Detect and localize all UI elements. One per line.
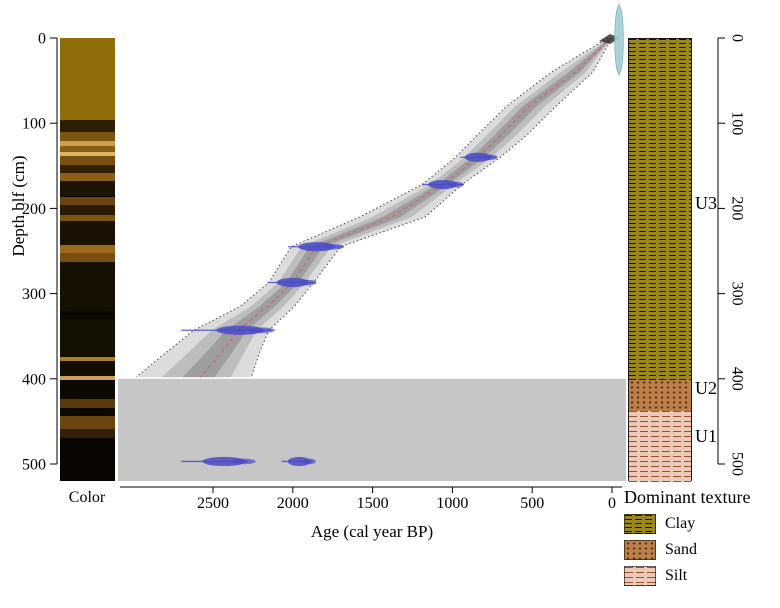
model-median-line bbox=[199, 37, 612, 378]
lithology-unit-u1 bbox=[629, 411, 691, 482]
age-tick-label: 2000 bbox=[277, 495, 309, 512]
core-color-band bbox=[60, 38, 115, 120]
calibrated-dates bbox=[181, 152, 498, 467]
depth-tick-label: 500 bbox=[22, 457, 46, 474]
calibrated-date-violin bbox=[181, 325, 275, 335]
depth-tick-label: 300 bbox=[729, 282, 746, 306]
depth-tick-label: 500 bbox=[729, 452, 746, 476]
age-tick-label: 500 bbox=[520, 495, 544, 512]
depth-tick-label: 100 bbox=[22, 116, 46, 133]
age-tick-label: 2500 bbox=[197, 495, 229, 512]
calibrated-date-violin bbox=[181, 456, 256, 467]
depth-tick-label: 0 bbox=[38, 31, 46, 48]
excluded-zone bbox=[118, 378, 626, 482]
unit-label-u1: U1 bbox=[695, 425, 717, 446]
legend-item-clay: Clay bbox=[624, 513, 780, 534]
core-color-band bbox=[60, 262, 115, 311]
depth-tick-label: 100 bbox=[729, 111, 746, 135]
legend-title: Dominant texture bbox=[624, 487, 751, 507]
core-color-band bbox=[60, 399, 115, 408]
core-color-band bbox=[60, 215, 115, 222]
lithology-unit-u3 bbox=[629, 39, 691, 380]
calibrated-date-violin bbox=[288, 242, 344, 252]
depth-tick-label: 300 bbox=[22, 286, 46, 303]
core-color-band bbox=[60, 164, 115, 173]
core-color-band bbox=[60, 205, 115, 216]
core-color-band bbox=[60, 380, 115, 400]
age-tick-label: 1500 bbox=[357, 495, 389, 512]
legend-label: Sand bbox=[665, 540, 697, 558]
core-color-band bbox=[60, 181, 115, 197]
depth-tick-label: 400 bbox=[22, 371, 46, 388]
core-color-band bbox=[60, 376, 115, 381]
depth-tick-label: 200 bbox=[729, 196, 746, 220]
model-envelope bbox=[136, 37, 613, 378]
core-color-band bbox=[60, 416, 115, 430]
age-axis: 2500 2000 1500 1000 500 0 bbox=[120, 486, 622, 512]
age-tick-label: 0 bbox=[608, 495, 616, 512]
calibrated-date-violin bbox=[267, 277, 317, 288]
core-color-band bbox=[60, 319, 115, 357]
legend-label: Clay bbox=[665, 514, 696, 532]
core-color-band bbox=[60, 252, 115, 263]
core-color-band bbox=[60, 196, 115, 205]
core-color-band bbox=[60, 172, 115, 182]
lithology-unit-u2 bbox=[629, 379, 691, 412]
age-axis-title: Age (cal year BP) bbox=[310, 522, 434, 541]
core-color-band bbox=[60, 245, 115, 253]
legend-label: Silt bbox=[665, 566, 688, 584]
color-column-label: Color bbox=[68, 489, 106, 506]
calibrated-date-violin bbox=[281, 456, 316, 467]
core-color-band bbox=[60, 156, 115, 165]
core-color-band bbox=[60, 310, 115, 320]
core-color-band bbox=[60, 438, 115, 481]
core-color-band bbox=[60, 221, 115, 246]
core-color-band bbox=[60, 152, 115, 157]
core-color-band bbox=[60, 146, 115, 153]
legend-item-silt: Silt bbox=[624, 565, 780, 586]
lithology-column bbox=[628, 38, 692, 482]
unit-label-u3: U3 bbox=[695, 193, 717, 214]
core-color-band bbox=[60, 141, 115, 147]
age-tick-label: 1000 bbox=[436, 495, 468, 512]
depth-tick-label: 200 bbox=[22, 201, 46, 218]
core-color-band bbox=[60, 360, 115, 377]
sand-swatch bbox=[624, 539, 656, 560]
calibrated-date-violin bbox=[422, 179, 465, 190]
core-color-band bbox=[60, 429, 115, 439]
silt-swatch bbox=[624, 565, 656, 586]
depth-axis-left: 0 100 200 300 400 500 bbox=[22, 31, 58, 474]
legend-item-sand: Sand bbox=[624, 539, 780, 560]
depth-tick-label: 400 bbox=[729, 367, 746, 391]
texture-legend: Dominant texture Clay Sand Silt bbox=[624, 487, 780, 591]
unit-label-u2: U2 bbox=[695, 378, 717, 398]
core-color-band bbox=[60, 356, 115, 361]
clay-swatch bbox=[624, 513, 656, 534]
surface-date bbox=[614, 3, 624, 76]
core-color-band bbox=[60, 131, 115, 142]
core-color-band bbox=[60, 407, 115, 417]
core-color-column bbox=[60, 38, 115, 481]
depth-tick-label: 0 bbox=[729, 34, 746, 42]
legend-items: Clay Sand Silt bbox=[624, 513, 780, 586]
calibrated-date-violin bbox=[460, 152, 498, 162]
depth-axis-right: 0 100 200 300 400 500 bbox=[717, 34, 746, 476]
core-color-band bbox=[60, 119, 115, 132]
